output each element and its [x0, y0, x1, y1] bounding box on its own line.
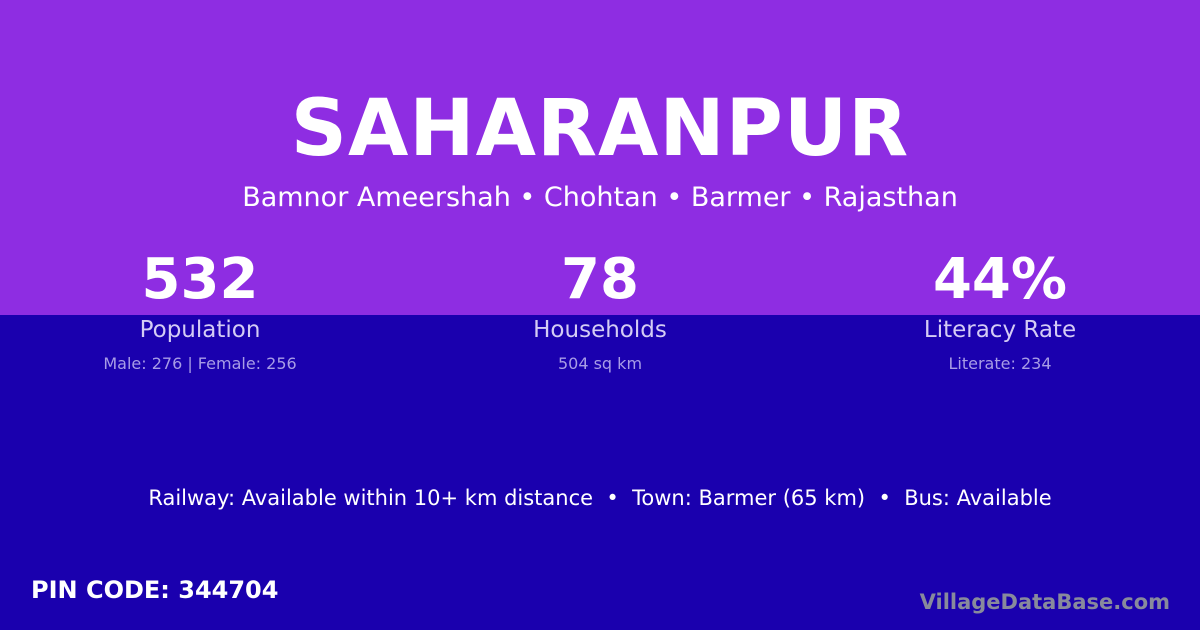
stat-literacy: 44% Literacy Rate Literate: 234	[800, 247, 1200, 374]
stat-value: 78	[561, 247, 639, 312]
header-band	[0, 0, 1200, 315]
stat-value: 532	[141, 247, 259, 312]
brand-logo: VillageDataBase.com	[919, 590, 1170, 614]
stat-households: 78 Households 504 sq km	[400, 247, 800, 374]
stat-label: Population	[139, 317, 261, 343]
stat-label: Literacy Rate	[923, 317, 1077, 343]
location-breadcrumb: Bamnor Ameershah • Chohtan • Barmer • Ra…	[242, 182, 958, 213]
stat-population: 532 Population Male: 276 | Female: 256	[0, 247, 400, 374]
stat-detail: 504 sq km	[557, 354, 643, 373]
facilities-line: Railway: Available within 10+ km distanc…	[148, 486, 1052, 510]
stat-value: 44%	[932, 247, 1068, 312]
stat-label: Households	[533, 317, 667, 343]
village-title: SAHARANPUR	[290, 84, 910, 174]
stat-detail: Literate: 234	[948, 354, 1052, 373]
stat-detail: Male: 276 | Female: 256	[103, 354, 297, 373]
pin-code: PIN CODE: 344704	[31, 576, 279, 604]
